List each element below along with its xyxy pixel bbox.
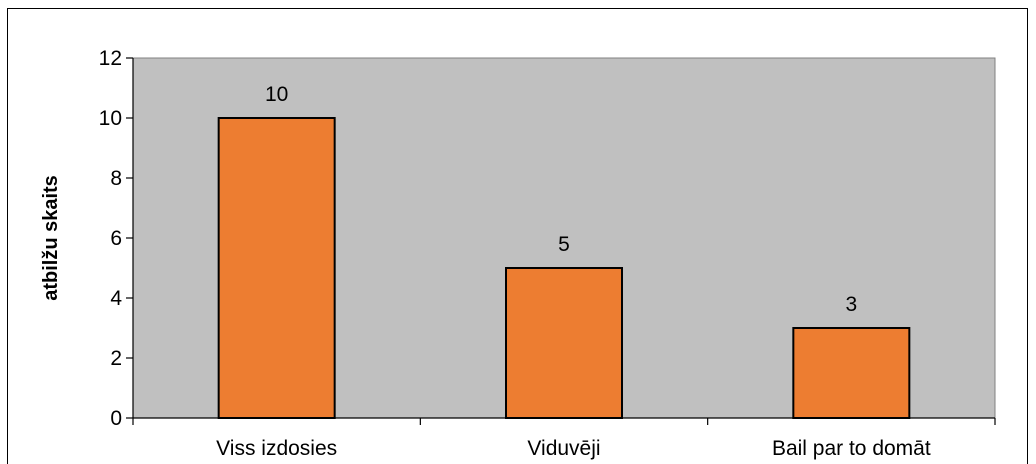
x-category-label: Viduvēji: [527, 437, 600, 460]
y-tick-label: 8: [110, 167, 122, 190]
y-tick-label: 12: [99, 47, 122, 70]
data-label: 10: [265, 83, 288, 106]
bars: [217, 117, 911, 419]
x-axis: Viss izdosies Viduvēji Bail par to domāt: [132, 417, 996, 460]
x-category-label: Bail par to domāt: [772, 437, 931, 460]
bar: [792, 327, 911, 419]
y-tick-label: 6: [110, 227, 122, 250]
y-axis-title: atbilžu skaits: [40, 175, 62, 301]
bar: [217, 117, 336, 419]
y-tick-label: 4: [110, 287, 122, 310]
value-labels: 10 5 3: [265, 83, 857, 316]
data-label: 3: [845, 293, 857, 316]
y-tick-label: 10: [99, 107, 122, 130]
y-axis: 0 2 4 6 8 10 12: [99, 47, 134, 430]
bar: [505, 267, 623, 419]
x-category-label: Viss izdosies: [216, 437, 337, 460]
data-label: 5: [558, 233, 570, 256]
y-tick-label: 2: [110, 347, 122, 370]
y-tick-label: 0: [110, 407, 122, 430]
